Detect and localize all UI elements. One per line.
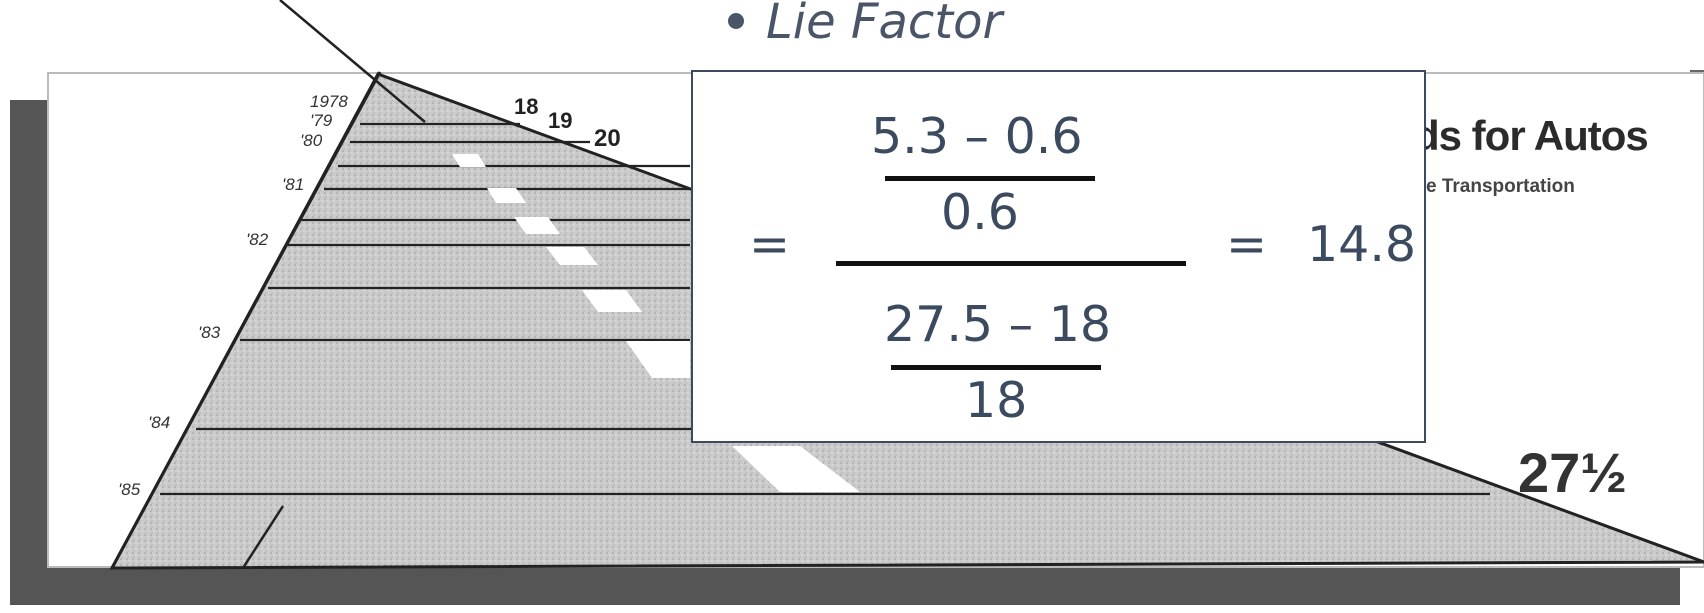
road-left-edge <box>110 71 382 569</box>
equals-left: = <box>749 216 791 273</box>
bottom-numerator: 27.5 – 18 <box>884 296 1112 353</box>
bullet-heading: Lie Factor <box>728 0 1002 50</box>
top-fraction-bar <box>885 176 1095 181</box>
chart-subtitle-fragment: e Transportation <box>1426 176 1575 197</box>
value-label-19: 19 <box>548 108 572 133</box>
year-label-85: '85 <box>118 480 141 499</box>
bottom-denominator: 18 <box>965 372 1028 429</box>
year-label-83: '83 <box>198 323 221 342</box>
pointer-line-bottom <box>241 505 285 569</box>
lie-factor-formula-box: = 5.3 – 0.6 0.6 27.5 – 18 18 = 14.8 <box>691 70 1426 443</box>
bullet-dot-icon <box>728 13 744 29</box>
year-label-81: '81 <box>282 175 304 194</box>
main-fraction-bar <box>836 261 1186 266</box>
equals-right: = <box>1226 216 1268 273</box>
value-label-18: 18 <box>514 94 538 119</box>
final-value-label: 27½ <box>1518 441 1627 504</box>
top-denominator: 0.6 <box>941 184 1019 241</box>
year-label-1978: 1978 <box>310 92 348 111</box>
year-label-80: '80 <box>300 131 323 150</box>
value-label-20: 20 <box>594 125 621 152</box>
lie-factor-result: 14.8 <box>1307 216 1417 273</box>
top-numerator: 5.3 – 0.6 <box>871 108 1083 165</box>
lane-dashes <box>452 154 860 492</box>
year-label-79: '79 <box>310 111 333 130</box>
chart-title-fragment: ds for Autos <box>1414 112 1649 159</box>
year-label-82: '82 <box>246 230 269 249</box>
bottom-fraction-bar <box>891 365 1101 370</box>
year-label-84: '84 <box>148 413 170 432</box>
bullet-label: Lie Factor <box>766 0 1003 50</box>
pointer-line-top <box>279 0 426 123</box>
